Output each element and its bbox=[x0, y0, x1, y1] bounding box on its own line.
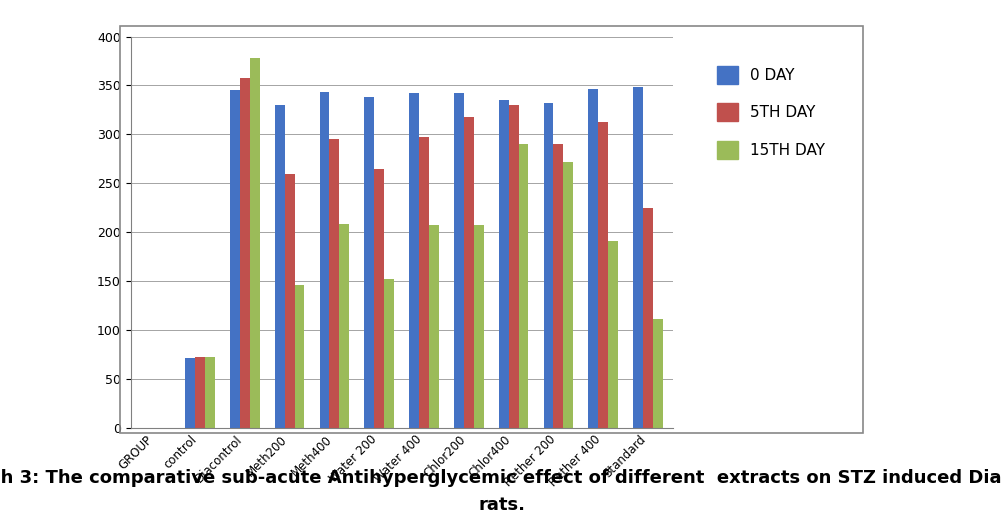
Bar bbox=[418, 137, 428, 428]
Bar bbox=[498, 100, 509, 428]
Bar bbox=[319, 92, 329, 428]
Bar bbox=[453, 93, 463, 428]
Text: Graph 3: The comparative sub-acute Antihyperglycemic effect of different  extrac: Graph 3: The comparative sub-acute Antih… bbox=[0, 469, 1003, 487]
Bar bbox=[364, 97, 374, 428]
Bar bbox=[643, 208, 652, 428]
Bar bbox=[294, 285, 304, 428]
Bar bbox=[329, 139, 339, 428]
Bar bbox=[543, 103, 553, 428]
Bar bbox=[509, 105, 518, 428]
Bar bbox=[185, 358, 195, 428]
Bar bbox=[374, 169, 384, 428]
Bar bbox=[563, 162, 573, 428]
Bar bbox=[428, 226, 438, 428]
Text: rats.: rats. bbox=[478, 496, 525, 514]
Bar bbox=[275, 105, 285, 428]
Bar bbox=[240, 78, 250, 428]
Bar bbox=[608, 241, 618, 428]
Bar bbox=[384, 279, 393, 428]
Bar bbox=[195, 357, 205, 428]
Bar bbox=[230, 90, 240, 428]
Bar bbox=[250, 58, 260, 428]
Bar bbox=[518, 144, 528, 428]
Bar bbox=[409, 93, 418, 428]
Legend: 0 DAY, 5TH DAY, 15TH DAY: 0 DAY, 5TH DAY, 15TH DAY bbox=[710, 60, 830, 165]
Bar bbox=[553, 144, 563, 428]
Bar bbox=[652, 319, 662, 428]
Bar bbox=[588, 89, 598, 428]
Bar bbox=[598, 122, 608, 428]
Bar bbox=[473, 226, 483, 428]
Bar bbox=[339, 224, 349, 428]
Bar bbox=[463, 117, 473, 428]
Bar bbox=[205, 357, 215, 428]
Bar bbox=[633, 88, 643, 428]
Bar bbox=[285, 173, 294, 428]
